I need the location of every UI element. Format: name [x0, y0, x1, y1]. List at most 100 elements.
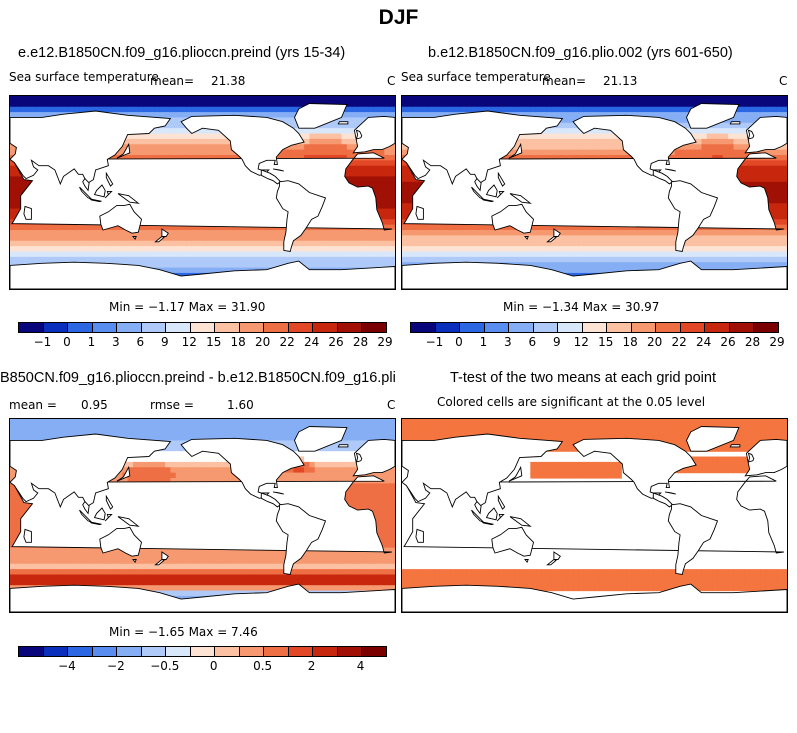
grid-cell — [165, 138, 172, 145]
grid-cell — [207, 267, 214, 274]
grid-cell — [578, 96, 585, 102]
grid-cell — [514, 235, 521, 242]
grid-cell — [722, 149, 729, 156]
grid-cell — [127, 251, 134, 258]
grid-cell — [631, 246, 638, 253]
grid-cell — [111, 96, 118, 102]
grid-cell — [701, 133, 708, 140]
grid-cell — [701, 262, 708, 269]
grid-cell — [615, 267, 622, 274]
grid-cell — [132, 154, 139, 161]
grid-cell — [143, 133, 150, 140]
grid-cell — [170, 267, 177, 274]
grid-cell — [58, 106, 65, 113]
colorbar-tick-label: 0 — [63, 335, 71, 349]
grid-cell — [122, 230, 129, 236]
grid-cell — [428, 230, 435, 236]
grid-cell — [567, 246, 574, 253]
grid-cell — [423, 224, 430, 231]
grid-cell — [384, 224, 391, 231]
grid-cell — [58, 251, 65, 258]
grid-cell — [362, 262, 369, 269]
grid-cell — [362, 106, 369, 113]
grid-cell — [402, 106, 408, 113]
grid-cell — [159, 112, 166, 119]
grid-cell — [498, 230, 505, 236]
grid-cell — [362, 235, 369, 242]
grid-cell — [346, 149, 353, 156]
grid-cell — [514, 240, 521, 247]
grid-cell — [293, 149, 300, 156]
grid-cell — [647, 262, 654, 269]
grid-cell — [524, 101, 531, 108]
grid-cell — [181, 128, 188, 135]
grid-cell — [594, 230, 601, 236]
grid-cell — [282, 101, 289, 108]
grid-cell — [170, 224, 177, 231]
grid-cell — [20, 187, 27, 194]
grid-cell — [298, 240, 305, 247]
grid-cell — [653, 101, 660, 108]
grid-cell — [524, 235, 531, 242]
grid-cell — [143, 240, 150, 247]
grid-cell — [530, 251, 537, 258]
grid-cell — [508, 154, 515, 161]
grid-cell — [52, 235, 59, 242]
grid-cell — [573, 144, 580, 151]
grid-cell — [717, 149, 724, 156]
grid-cell — [573, 96, 580, 102]
grid-cell — [599, 235, 606, 242]
grid-cell — [10, 101, 16, 108]
grid-cell — [722, 246, 729, 253]
grid-cell — [255, 256, 262, 263]
grid-cell — [368, 256, 375, 263]
grid-cell — [52, 256, 59, 263]
grid-cell — [266, 112, 273, 119]
grid-cell — [412, 224, 419, 231]
grid-cell — [298, 144, 305, 151]
grid-cell — [346, 101, 353, 108]
grid-cell — [384, 165, 391, 172]
grid-cell — [165, 267, 172, 274]
colorbar-swatch — [92, 323, 118, 332]
grid-cell — [314, 138, 321, 145]
grid-cell — [508, 230, 515, 236]
grid-cell — [519, 256, 526, 263]
grid-cell — [373, 149, 380, 156]
grid-cell — [202, 133, 209, 140]
grid-cell — [266, 256, 273, 263]
grid-cell — [341, 122, 348, 129]
grid-cell — [341, 262, 348, 269]
grid-cell — [202, 112, 209, 119]
grid-cell — [728, 128, 735, 135]
grid-cell — [341, 240, 348, 247]
grid-cell — [626, 235, 633, 242]
grid-cell — [159, 128, 166, 135]
grid-cell — [26, 101, 32, 108]
grid-cell — [58, 246, 65, 253]
grid-cell — [562, 112, 569, 119]
grid-cell — [202, 235, 209, 242]
grid-cell — [325, 256, 332, 263]
grid-cell — [181, 144, 188, 151]
grid-cell — [728, 246, 735, 253]
grid-cell — [535, 251, 542, 258]
grid-cell — [234, 256, 241, 263]
grid-cell — [722, 133, 729, 140]
grid-cell — [36, 224, 43, 231]
grid-cell — [712, 240, 719, 247]
grid-cell — [503, 230, 510, 236]
grid-cell — [320, 128, 327, 135]
grid-cell — [418, 256, 424, 263]
grid-cell — [175, 256, 182, 263]
grid-cell — [229, 256, 236, 263]
grid-cell — [159, 256, 166, 263]
grid-cell — [207, 154, 214, 161]
grid-cell — [325, 144, 332, 151]
grid-cell — [685, 246, 692, 253]
grid-cell — [330, 251, 337, 258]
grid-cell — [450, 246, 457, 253]
grid-cell — [615, 138, 622, 145]
grid-cell — [535, 235, 542, 242]
grid-cell — [642, 235, 649, 242]
